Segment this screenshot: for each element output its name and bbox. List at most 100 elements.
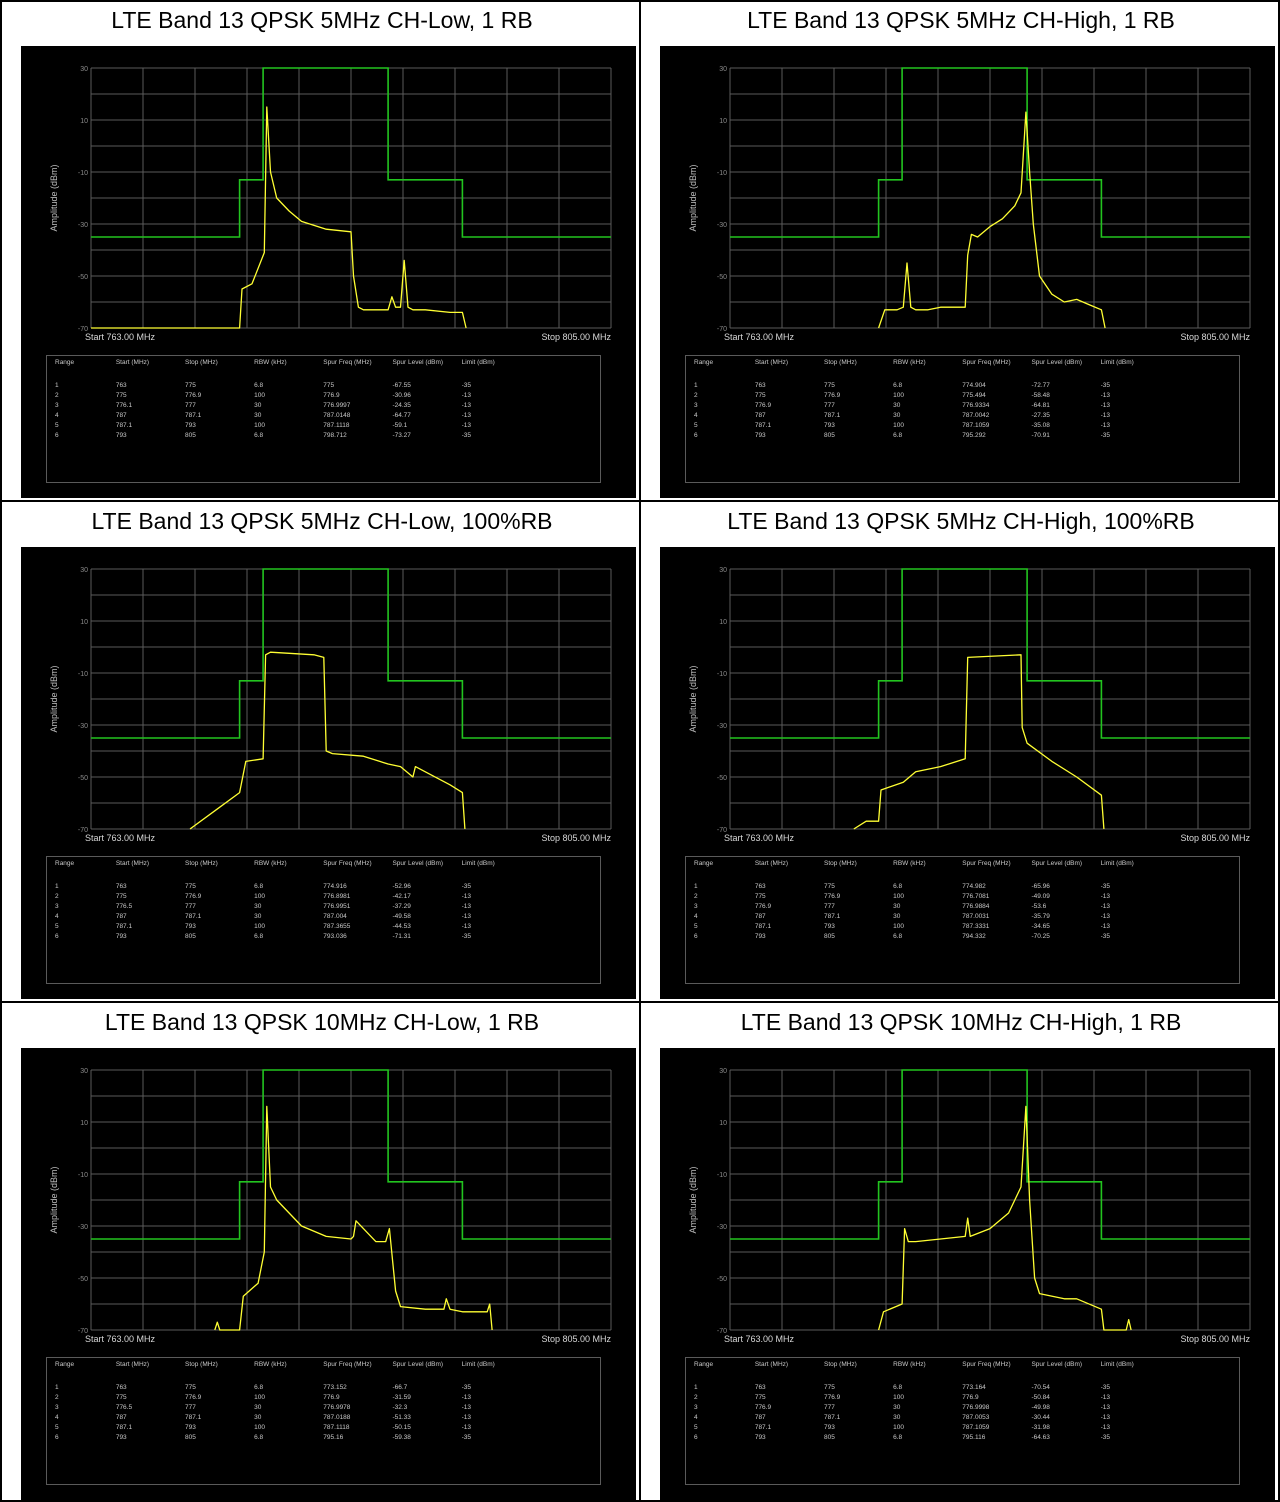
table-cell: 100 [893, 923, 904, 930]
table-cell: -35 [1100, 1384, 1111, 1391]
table-cell-spacer [531, 411, 600, 421]
column-header: Stop (MHz) [823, 1361, 857, 1368]
column-header: Start (MHz) [115, 359, 150, 366]
table-cell: 6.8 [254, 933, 264, 940]
column-header: Start (MHz) [754, 1361, 789, 1368]
table-cell: 3 [55, 903, 59, 910]
table-cell: -13 [461, 1414, 472, 1421]
table-cell: 805 [823, 933, 835, 940]
table-cell: 776.9 [754, 1404, 772, 1411]
table-cell-spacer [531, 922, 600, 932]
table-cell: 775 [115, 1394, 127, 1401]
table-cell: 3 [55, 1404, 59, 1411]
table-cell: 1 [694, 382, 698, 389]
y-axis-label: Amplitude (dBm) [49, 1166, 59, 1233]
table-cell: -13 [1100, 913, 1111, 920]
table-cell: 793 [184, 422, 196, 429]
table-row: 4 787 787.1 30 787.0031 -35.79 -13 [686, 912, 1239, 922]
table-cell-spacer [1170, 1403, 1239, 1413]
table-cell: 5 [694, 923, 698, 930]
table-cell: -13 [1100, 392, 1111, 399]
table-cell: -13 [461, 903, 472, 910]
table-cell: 775 [115, 392, 127, 399]
y-tick-label: -70 [78, 1328, 88, 1335]
table-cell-spacer [531, 1413, 600, 1423]
table-cell: 1 [55, 883, 59, 890]
column-header: Start (MHz) [754, 860, 789, 867]
table-cell: 775 [184, 883, 196, 890]
table-row: 5 787.1 793 100 787.3655 -44.53 -13 [47, 922, 600, 932]
table-cell: 787.1 [823, 412, 841, 419]
table-cell: 2 [694, 392, 698, 399]
table-cell: -49.98 [1031, 1404, 1050, 1411]
table-cell: 776.9884 [962, 903, 990, 910]
table-header-row: Range Start (MHz) Stop (MHz) RBW (kHz) Spur … [47, 1358, 600, 1383]
column-header: Limit (dBm) [461, 1361, 495, 1368]
table-cell-spacer [1170, 391, 1239, 401]
y-tick-label: -50 [717, 274, 727, 281]
y-tick-label: -50 [717, 1276, 727, 1283]
column-header: Limit (dBm) [1100, 359, 1134, 366]
table-cell: 775 [823, 382, 835, 389]
column-header: Spur Freq (MHz) [962, 860, 1011, 867]
table-cell: 2 [55, 1394, 59, 1401]
table-cell: -13 [461, 913, 472, 920]
column-header: Limit (dBm) [1100, 1361, 1134, 1368]
table-cell: -13 [461, 893, 472, 900]
column-header: RBW (kHz) [893, 359, 926, 366]
table-cell: 787.1 [823, 1414, 841, 1421]
table-cell: -65.96 [1031, 883, 1050, 890]
table-cell: 4 [55, 412, 59, 419]
column-header: RBW (kHz) [254, 359, 287, 366]
table-cell: 5 [55, 1424, 59, 1431]
spectrum-plot: 30 10 -10 -30 -50 -70 Amplitude (dBm) Start 763… [49, 66, 612, 342]
table-row: 1 763 775 6.8 775 -67.55 -35 [47, 381, 600, 391]
y-tick-label: 30 [80, 66, 88, 73]
table-cell: 776.9 [754, 402, 772, 409]
table-cell: -24.35 [392, 402, 411, 409]
table-cell-spacer [1170, 381, 1239, 391]
table-cell: 30 [254, 402, 262, 409]
column-header-spacer [531, 356, 600, 381]
table-cell: -50.15 [392, 1424, 411, 1431]
table-cell: 787.1 [115, 923, 133, 930]
result-cell: LTE Band 13 QPSK 5MHz CH-High, 1 RB 30 10 -… [643, 0, 1279, 500]
table-row: 5 787.1 793 100 787.3331 -34.65 -13 [686, 922, 1239, 932]
plot-title: LTE Band 13 QPSK 5MHz CH-High, 100%RB [727, 508, 1195, 534]
table-row: 6 793 805 6.8 793.036 -71.31 -35 [47, 932, 600, 942]
table-cell: -31.98 [1031, 1424, 1050, 1431]
y-tick-label: -10 [78, 170, 88, 177]
table-cell: -35 [1100, 883, 1111, 890]
table-cell: 793 [823, 923, 835, 930]
table-cell: 777 [823, 402, 835, 409]
start-frequency-label: Start 763.00 MHz [724, 1334, 795, 1344]
y-tick-label: -70 [78, 827, 88, 834]
table-cell: 6.8 [254, 883, 264, 890]
table-cell: 6 [55, 1434, 59, 1441]
plot-grid [729, 67, 1251, 329]
frame-center-divider [639, 0, 641, 1502]
table-cell: 777 [823, 1404, 835, 1411]
table-cell: -49.09 [1031, 893, 1050, 900]
table-cell: 30 [893, 1414, 901, 1421]
column-header: Spur Level (dBm) [1031, 359, 1083, 366]
table-cell: -13 [1100, 1414, 1111, 1421]
result-cell: LTE Band 13 QPSK 10MHz CH-Low, 1 RB 30 10 -… [4, 1002, 640, 1502]
table-cell: 787 [115, 412, 127, 419]
table-cell: 805 [184, 1434, 196, 1441]
table-cell: 2 [55, 893, 59, 900]
spectrum-trace [189, 651, 466, 830]
spur-results-table: Range Start (MHz) Stop (MHz) RBW (kHz) Spur … [46, 1357, 601, 1485]
frame-row-divider [0, 1001, 1280, 1003]
frame-row-divider [0, 500, 1280, 502]
table-cell: 5 [694, 1424, 698, 1431]
table-cell: -13 [1100, 903, 1111, 910]
table-cell: 30 [893, 913, 901, 920]
column-header: Stop (MHz) [184, 359, 218, 366]
spectrum-plot: 30 10 -10 -30 -50 -70 Amplitude (dBm) Start 763… [688, 1068, 1251, 1344]
table-cell: -13 [1100, 402, 1111, 409]
table-cell: 805 [184, 432, 196, 439]
plot-title: LTE Band 13 QPSK 5MHz CH-High, 1 RB [747, 7, 1175, 33]
table-row: 2 775 776.9 100 776.9 -31.59 -13 [47, 1393, 600, 1403]
